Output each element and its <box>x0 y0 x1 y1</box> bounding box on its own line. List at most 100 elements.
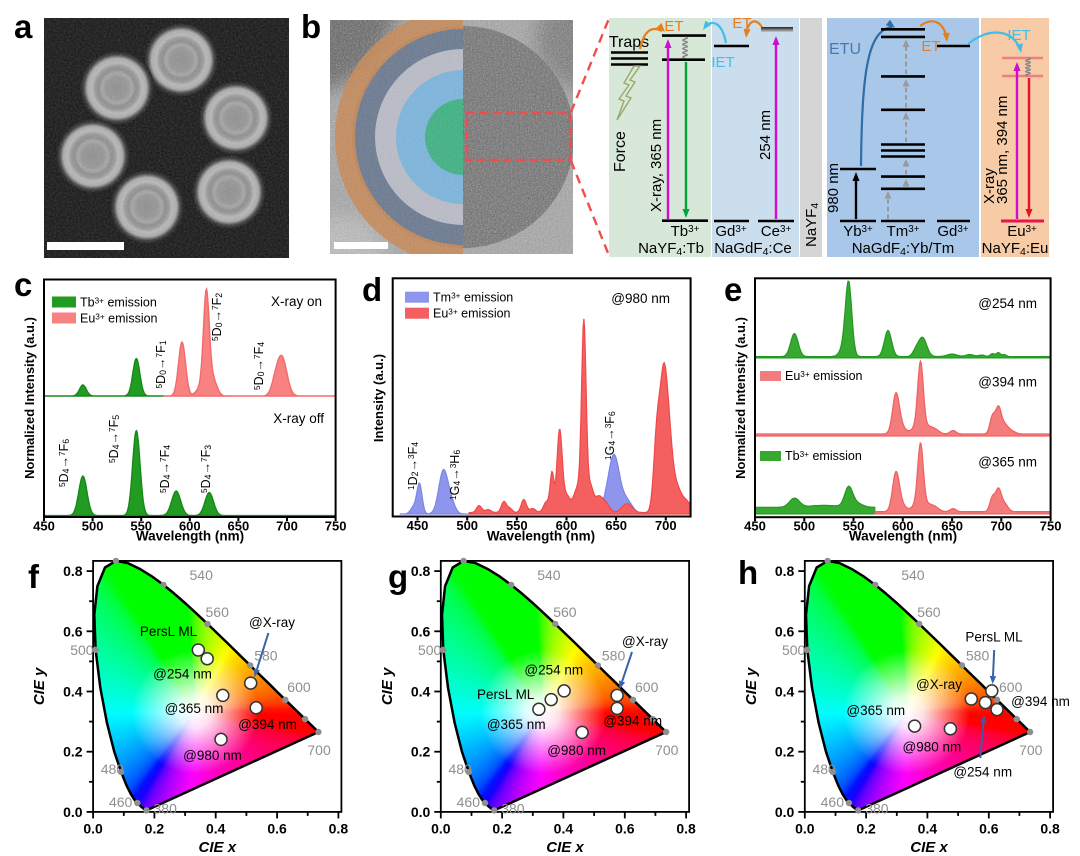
svg-text:NaYF4:Eu: NaYF4:Eu <box>982 240 1049 258</box>
svg-text:0.0: 0.0 <box>431 820 451 836</box>
svg-text:PersL ML: PersL ML <box>477 687 535 702</box>
svg-text:@980 nm: @980 nm <box>547 743 606 758</box>
svg-text:0.6: 0.6 <box>979 820 999 836</box>
svg-text:0.2: 0.2 <box>411 744 431 760</box>
svg-text:5D4→7F6: 5D4→7F6 <box>57 439 71 487</box>
svg-text:560: 560 <box>917 604 941 620</box>
svg-text:5D0→7F1: 5D0→7F1 <box>154 340 168 388</box>
svg-text:ET: ET <box>732 15 751 32</box>
svg-text:NaYF4: NaYF4 <box>803 203 821 247</box>
svg-text:@254 nm: @254 nm <box>153 667 212 682</box>
svg-text:Tb3+ emission: Tb3+ emission <box>80 296 157 310</box>
svg-text:0.4: 0.4 <box>554 820 574 836</box>
svg-text:ETU: ETU <box>829 41 861 58</box>
svg-text:@254 nm: @254 nm <box>978 296 1037 311</box>
svg-text:450: 450 <box>33 519 55 534</box>
svg-text:0.8: 0.8 <box>411 563 431 579</box>
svg-text:650: 650 <box>941 519 963 534</box>
svg-text:Eu3+ emission: Eu3+ emission <box>80 312 158 326</box>
svg-text:PersL ML: PersL ML <box>140 624 198 639</box>
svg-text:550: 550 <box>130 519 152 534</box>
svg-text:@394 nm: @394 nm <box>978 375 1037 390</box>
svg-text:650: 650 <box>228 519 250 534</box>
svg-text:X-ray on: X-ray on <box>271 294 322 309</box>
svg-text:700: 700 <box>990 519 1012 534</box>
svg-text:@254 nm: @254 nm <box>524 663 583 678</box>
svg-text:0.4: 0.4 <box>411 684 431 700</box>
svg-text:450: 450 <box>744 519 766 534</box>
svg-text:ET: ET <box>664 18 683 35</box>
svg-text:X-ray: X-ray <box>981 168 998 204</box>
svg-text:CIE x: CIE x <box>199 839 237 856</box>
svg-text:580: 580 <box>602 647 626 663</box>
svg-text:@394 nm: @394 nm <box>603 714 662 729</box>
svg-text:980 nm: 980 nm <box>825 163 842 213</box>
svg-text:@394 nm: @394 nm <box>238 717 297 732</box>
svg-text:550: 550 <box>506 518 528 533</box>
svg-text:0.0: 0.0 <box>83 820 103 836</box>
svg-text:Intensity (a.u.): Intensity (a.u.) <box>371 354 386 442</box>
svg-text:Normalized Intensity (a.u.): Normalized Intensity (a.u.) <box>22 317 37 479</box>
svg-text:CIE y: CIE y <box>743 667 760 705</box>
svg-text:@980 nm: @980 nm <box>183 748 242 763</box>
svg-text:580: 580 <box>966 647 990 663</box>
svg-text:550: 550 <box>843 519 865 534</box>
svg-text:500: 500 <box>82 519 104 534</box>
svg-text:500: 500 <box>418 642 442 658</box>
svg-text:0.8: 0.8 <box>1040 820 1060 836</box>
svg-text:Tm3+ emission: Tm3+ emission <box>433 291 513 305</box>
svg-text:480: 480 <box>101 761 125 777</box>
svg-text:@980 nm: @980 nm <box>903 740 962 755</box>
svg-text:0.6: 0.6 <box>63 623 83 639</box>
svg-text:CIE y: CIE y <box>31 667 48 705</box>
svg-text:560: 560 <box>553 604 577 620</box>
svg-text:0.8: 0.8 <box>775 563 795 579</box>
svg-text:0.2: 0.2 <box>775 744 795 760</box>
svg-text:460: 460 <box>457 794 481 810</box>
svg-text:0.0: 0.0 <box>63 804 83 820</box>
svg-text:X-ray, 365 nm: X-ray, 365 nm <box>648 119 665 212</box>
svg-text:Force: Force <box>612 131 629 172</box>
svg-text:0.0: 0.0 <box>411 804 431 820</box>
svg-text:@365 nm: @365 nm <box>165 701 224 716</box>
svg-text:IET: IET <box>711 54 734 71</box>
svg-text:500: 500 <box>782 642 806 658</box>
svg-text:460: 460 <box>109 794 133 810</box>
svg-text:480: 480 <box>448 761 472 777</box>
svg-text:450: 450 <box>407 518 429 533</box>
svg-text:600: 600 <box>635 679 659 695</box>
svg-text:600: 600 <box>287 679 311 695</box>
svg-text:@X-ray: @X-ray <box>622 634 668 649</box>
svg-text:700: 700 <box>655 518 677 533</box>
svg-text:NaGdF4:Ce: NaGdF4:Ce <box>714 240 792 258</box>
svg-text:750: 750 <box>1040 519 1062 534</box>
svg-text:Traps: Traps <box>609 34 649 51</box>
svg-text:5D0→7F2: 5D0→7F2 <box>210 293 224 341</box>
svg-text:500: 500 <box>70 642 94 658</box>
svg-text:0.8: 0.8 <box>63 563 83 579</box>
svg-text:380: 380 <box>154 800 178 816</box>
svg-text:600: 600 <box>892 519 914 534</box>
svg-text:0.6: 0.6 <box>615 820 635 836</box>
svg-text:5D4→7F3: 5D4→7F3 <box>199 445 213 493</box>
svg-text:0.6: 0.6 <box>411 623 431 639</box>
svg-text:560: 560 <box>206 604 230 620</box>
svg-text:1G4→3H6: 1G4→3H6 <box>448 450 462 500</box>
svg-text:500: 500 <box>793 519 815 534</box>
svg-text:0.8: 0.8 <box>329 820 349 836</box>
svg-text:@X-ray: @X-ray <box>249 615 295 630</box>
svg-text:@365 nm: @365 nm <box>846 703 905 718</box>
svg-text:Wavelength (nm): Wavelength (nm) <box>487 529 595 544</box>
svg-text:540: 540 <box>901 567 925 583</box>
svg-text:500: 500 <box>456 518 478 533</box>
svg-text:600: 600 <box>999 679 1023 695</box>
svg-text:0.0: 0.0 <box>775 804 795 820</box>
svg-text:600: 600 <box>179 519 201 534</box>
svg-text:1G4→3F6: 1G4→3F6 <box>603 411 617 460</box>
svg-text:@365 nm: @365 nm <box>487 717 546 732</box>
svg-text:460: 460 <box>821 794 845 810</box>
svg-text:Eu3+ emission: Eu3+ emission <box>785 369 863 383</box>
svg-text:@X-ray: @X-ray <box>916 677 962 692</box>
svg-text:700: 700 <box>655 742 679 758</box>
svg-text:540: 540 <box>537 567 561 583</box>
